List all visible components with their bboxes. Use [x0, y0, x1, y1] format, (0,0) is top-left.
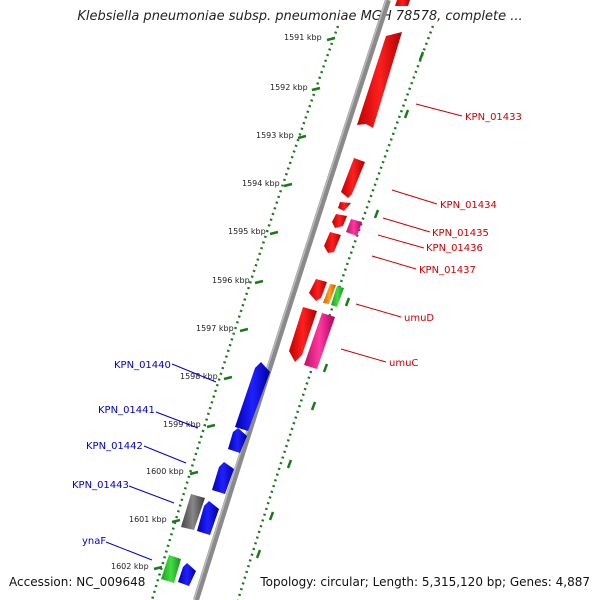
chromosome-backbone-highlight	[193, 0, 387, 600]
kbp-label: 1592 kbp	[270, 83, 308, 92]
gene-KPN_01436b[interactable]	[346, 219, 362, 236]
gene-blue-last[interactable]	[178, 563, 196, 586]
chromosome-backbone	[193, 0, 391, 600]
kbp-label: 1596 kbp	[212, 276, 250, 285]
kbp-label: 1595 kbp	[228, 227, 266, 236]
gene-label[interactable]: KPN_01441	[98, 405, 155, 416]
forward-strand-genes[interactable]	[289, 0, 410, 369]
kbp-label: 1597 kbp	[196, 324, 234, 333]
gene-KPN_01434[interactable]	[341, 158, 365, 198]
gene-label[interactable]: KPN_01437	[419, 265, 476, 276]
gene-KPN_01435[interactable]	[338, 202, 351, 211]
gene-label[interactable]: KPN_01433	[465, 112, 522, 123]
kbp-tick-marks	[153, 36, 336, 571]
gene-label[interactable]: KPN_01440	[114, 360, 171, 371]
kbp-ruler-track	[150, 25, 340, 600]
reverse-leader-lines	[105, 363, 217, 561]
gene-label[interactable]: KPN_01436	[426, 243, 483, 254]
gene-KPN_01437[interactable]	[324, 232, 341, 253]
gene-gray[interactable]	[181, 494, 205, 530]
gene-KPN_01433[interactable]	[357, 32, 402, 128]
kbp-label: 1594 kbp	[242, 179, 280, 188]
gene-label[interactable]: KPN_01442	[86, 441, 143, 452]
gene-label[interactable]: ynaF	[82, 536, 106, 547]
forward-leader-lines	[340, 103, 463, 363]
accession-text: Accession: NC_009648	[9, 575, 146, 589]
kbp-label: 1602 kbp	[111, 562, 149, 571]
gene-ynaF[interactable]	[161, 555, 181, 583]
gene-umuC-red[interactable]	[289, 307, 317, 362]
kbp-label: 1593 kbp	[256, 131, 294, 140]
gene-umuC[interactable]	[304, 313, 335, 369]
gene-label[interactable]: umuC	[389, 358, 418, 369]
kbp-label: 1601 kbp	[129, 515, 167, 524]
gene-KPN_01442[interactable]	[212, 462, 234, 494]
gene-KPN_01432[interactable]	[395, 0, 410, 6]
gene-KPN_01440[interactable]	[235, 362, 270, 431]
reverse-gene-labels[interactable]: KPN_01440 KPN_01441 KPN_01442 KPN_01443 …	[72, 360, 171, 547]
gene-label[interactable]: KPN_01443	[72, 480, 129, 491]
gene-orange[interactable]	[323, 284, 336, 304]
reverse-strand-genes[interactable]	[161, 362, 270, 586]
gene-label[interactable]: KPN_01434	[440, 200, 497, 211]
gene-label[interactable]: KPN_01435	[432, 228, 489, 239]
kbp-label: 1598 kbp	[180, 372, 218, 381]
kbp-tick-labels: 1591 kbp 1592 kbp 1593 kbp 1594 kbp 1595…	[111, 33, 322, 571]
forward-gene-labels[interactable]: KPN_01433 KPN_01434 KPN_01435 KPN_01436 …	[389, 112, 522, 369]
kbp-label: 1591 kbp	[284, 33, 322, 42]
kbp-label: 1600 kbp	[146, 467, 184, 476]
gene-label[interactable]: umuD	[404, 313, 434, 324]
gene-umuD[interactable]	[331, 286, 344, 307]
topology-text: Topology: circular; Length: 5,315,120 bp…	[260, 575, 590, 589]
gene-KPN_01436[interactable]	[332, 214, 347, 228]
gene-KPN_01441[interactable]	[228, 428, 247, 453]
map-title: Klebsiella pneumoniae subsp. pneumoniae …	[77, 9, 523, 24]
outer-track-dashes	[255, 51, 425, 559]
gene-KPN_01443[interactable]	[197, 501, 219, 535]
gene-umuD-upstream[interactable]	[309, 279, 327, 301]
kbp-label: 1599 kbp	[163, 420, 201, 429]
